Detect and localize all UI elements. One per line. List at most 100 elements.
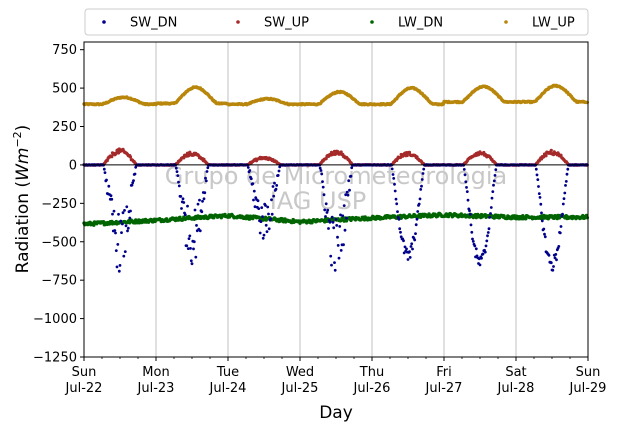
data-point (109, 194, 113, 198)
data-point (408, 250, 411, 254)
data-point (332, 226, 336, 230)
data-point (329, 254, 333, 258)
data-point (203, 191, 207, 195)
x-tick-label-date: Jul-28 (497, 381, 535, 396)
data-point (410, 242, 414, 246)
data-point (540, 219, 544, 223)
data-point (117, 212, 120, 216)
data-point (486, 231, 490, 234)
data-point (339, 150, 343, 154)
data-point (186, 247, 190, 251)
data-point (417, 202, 421, 206)
data-point (122, 254, 126, 258)
data-point (563, 191, 567, 195)
data-point (539, 202, 543, 206)
data-point (185, 244, 189, 248)
data-point (272, 194, 276, 198)
legend-label-lw_dn: LW_DN (398, 16, 443, 31)
data-point (324, 215, 327, 218)
data-point (488, 215, 492, 219)
data-point (120, 222, 124, 226)
data-point (195, 224, 198, 227)
data-point (392, 177, 396, 180)
data-point (422, 167, 426, 171)
legend-marker-sw_dn (102, 20, 106, 24)
data-point (256, 199, 260, 203)
data-point (341, 214, 345, 218)
data-point (490, 196, 494, 200)
data-point (276, 174, 280, 177)
data-point (397, 217, 401, 221)
data-point (319, 169, 323, 172)
data-point (333, 261, 336, 264)
x-tick-label-day: Mon (142, 365, 169, 380)
data-point (128, 155, 133, 159)
y-tick-label: −500 (41, 235, 77, 250)
data-point (107, 184, 111, 188)
data-point (491, 190, 495, 194)
data-point (494, 168, 498, 172)
data-point (342, 204, 346, 208)
y-tick-label: 250 (52, 120, 77, 135)
data-point (335, 224, 339, 227)
data-point (414, 223, 418, 227)
data-point (344, 193, 348, 197)
data-point (251, 182, 255, 186)
data-point (492, 183, 495, 187)
data-point (202, 197, 206, 201)
data-point (468, 209, 471, 213)
series-lw_up (82, 83, 589, 107)
data-point (409, 245, 413, 248)
data-point (110, 155, 114, 159)
data-point (464, 180, 468, 184)
data-point (348, 188, 351, 192)
data-point (565, 172, 569, 176)
data-point (543, 232, 546, 236)
data-point (473, 244, 477, 248)
data-point (349, 174, 353, 178)
data-point (267, 227, 271, 231)
data-point (471, 240, 475, 243)
data-point (252, 189, 256, 193)
data-point (110, 197, 114, 201)
data-point (258, 231, 262, 235)
data-point (411, 247, 414, 251)
data-point (549, 261, 553, 265)
data-point (553, 256, 557, 260)
data-point (322, 193, 326, 197)
legend-marker-sw_up (236, 20, 240, 24)
y-axis-title-exponent: −2 (11, 131, 24, 147)
data-point (468, 212, 472, 216)
data-point (182, 156, 186, 160)
data-point (421, 172, 425, 175)
data-point (131, 181, 135, 185)
data-point (262, 233, 266, 237)
y-tick-label: −750 (41, 274, 77, 289)
data-point (177, 180, 180, 184)
data-point (391, 173, 395, 176)
data-point (331, 220, 335, 224)
data-point (112, 209, 116, 213)
data-point (558, 231, 562, 235)
data-point (259, 220, 263, 224)
data-point (201, 199, 204, 203)
data-point (114, 231, 117, 235)
data-point (198, 229, 202, 233)
data-point (115, 265, 119, 269)
data-point (128, 216, 132, 220)
data-point (264, 204, 267, 207)
data-point (489, 206, 493, 209)
data-point (535, 173, 539, 177)
data-point (416, 210, 420, 213)
data-point (564, 180, 568, 183)
data-point (403, 245, 407, 249)
data-point (118, 264, 122, 267)
data-point (113, 229, 117, 232)
x-tick-label-day: Sat (505, 365, 526, 380)
data-point (114, 249, 118, 253)
data-point (405, 247, 408, 251)
data-point (318, 166, 322, 170)
watermark-line-2: IAG USP (270, 187, 367, 215)
data-point (189, 247, 192, 250)
data-point (261, 215, 264, 219)
